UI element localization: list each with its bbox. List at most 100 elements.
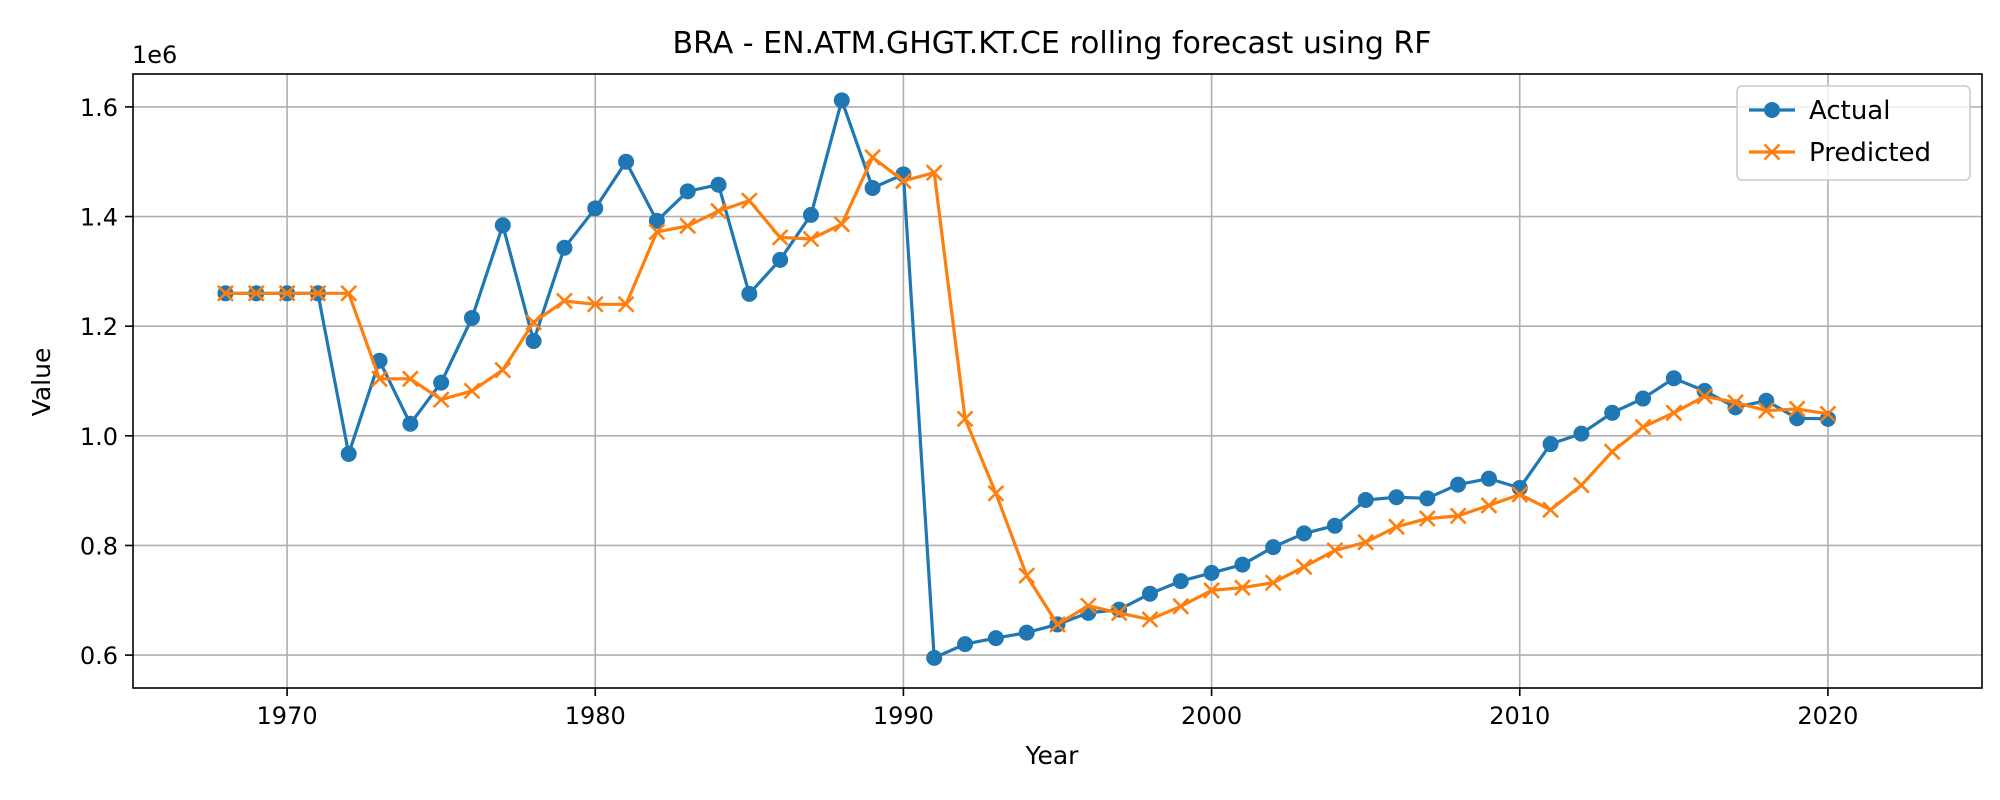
- legend-marker-actual: [1764, 102, 1780, 118]
- actual-point: [1203, 564, 1220, 581]
- predicted-point: [1480, 497, 1498, 514]
- actual-point: [618, 153, 635, 170]
- predicted-point: [278, 284, 296, 302]
- actual-point: [1635, 390, 1652, 407]
- actual-point: [1789, 410, 1806, 427]
- actual-point: [340, 445, 357, 462]
- actual-point: [1758, 392, 1775, 409]
- actual-point: [833, 92, 850, 109]
- x-tick-label: 2020: [1797, 702, 1858, 730]
- predicted-point: [1727, 393, 1744, 411]
- axis-ticks: 1970 1980 1990 2000 2010 2020 0.6 0.8 1.0 1.2 1.4 1…: [80, 94, 1859, 730]
- legend: Actual Predicted: [1736, 85, 1971, 181]
- actual-point: [525, 332, 542, 349]
- predicted-point: [1665, 404, 1683, 422]
- actual-point: [772, 251, 789, 268]
- predicted-point: [340, 284, 358, 302]
- y-tick-label: 0.6: [80, 642, 118, 670]
- predicted-point: [1264, 574, 1282, 592]
- actual-point: [1234, 556, 1251, 573]
- actual-point: [648, 212, 665, 229]
- predicted-point: [1357, 533, 1375, 551]
- predicted-point: [401, 370, 419, 388]
- predicted-point: [617, 295, 635, 313]
- predicted-point: [956, 410, 974, 428]
- predicted-point: [740, 192, 758, 210]
- actual-point: [1573, 425, 1590, 442]
- y-tick-label: 1.0: [80, 423, 118, 451]
- legend-box: [1736, 85, 1971, 181]
- predicted-point: [1449, 507, 1467, 525]
- actual-point: [1265, 539, 1282, 556]
- y-tick-label: 1.4: [80, 204, 118, 232]
- predicted-point: [1603, 443, 1621, 461]
- predicted-point: [1110, 604, 1128, 622]
- predicted-point: [432, 391, 450, 409]
- predicted-point: [371, 370, 388, 388]
- y-tick-label: 1.6: [80, 94, 118, 122]
- actual-point: [987, 630, 1004, 647]
- predicted-point: [1572, 476, 1590, 494]
- predicted-point: [1141, 611, 1159, 628]
- y-axis-offset-label: 1e6: [132, 41, 177, 69]
- actual-point: [1141, 585, 1158, 602]
- actual-point: [1696, 382, 1713, 399]
- actual-point: [926, 649, 943, 666]
- predicted-point: [247, 284, 265, 302]
- predicted-point: [1634, 418, 1652, 436]
- actual-point: [710, 176, 727, 193]
- actual-point: [1357, 491, 1374, 508]
- predicted-point: [802, 230, 820, 248]
- actual-point: [1172, 573, 1189, 590]
- predicted-point: [1819, 405, 1837, 423]
- predicted-point: [1511, 486, 1529, 503]
- x-tick-label: 2000: [1181, 702, 1242, 730]
- actual-point: [957, 636, 974, 653]
- actual-point: [402, 415, 419, 432]
- actual-point: [1296, 525, 1313, 542]
- actual-point: [679, 183, 696, 200]
- predicted-point: [833, 215, 851, 233]
- actual-point: [1604, 404, 1621, 421]
- actual-point: [1665, 370, 1682, 387]
- predicted-point: [1079, 597, 1097, 615]
- predicted-point: [1172, 597, 1190, 615]
- actual-point: [1480, 470, 1497, 487]
- predicted-point: [987, 484, 1005, 502]
- predicted-point: [1018, 567, 1036, 585]
- predicted-point: [710, 202, 727, 220]
- chart-title: BRA - EN.ATM.GHGT.KT.CE rolling forecast…: [672, 26, 1431, 61]
- legend-label-predicted: Predicted: [1809, 138, 1931, 168]
- y-tick-label: 1.2: [80, 313, 118, 341]
- y-axis-label: Value: [27, 348, 56, 417]
- series-predicted: [217, 148, 1837, 633]
- predicted-point: [648, 223, 666, 241]
- predicted-point: [925, 164, 943, 182]
- x-axis-label: Year: [1025, 741, 1080, 770]
- predicted-point: [1049, 615, 1066, 633]
- actual-point: [494, 217, 511, 234]
- y-tick-label: 0.8: [80, 532, 118, 560]
- actual-point: [864, 180, 881, 197]
- predicted-point: [556, 292, 573, 310]
- predicted-point: [1233, 579, 1251, 597]
- actual-point: [741, 285, 758, 302]
- predicted-point: [1542, 501, 1559, 519]
- actual-point: [1542, 436, 1559, 453]
- predicted-point: [1203, 581, 1220, 599]
- predicted-point: [494, 361, 512, 379]
- actual-point: [433, 374, 450, 391]
- predicted-point: [771, 228, 789, 246]
- predicted-point: [864, 148, 882, 166]
- predicted-point: [525, 313, 543, 331]
- predicted-point: [217, 284, 234, 302]
- predicted-point: [1788, 400, 1806, 418]
- x-tick-label: 2010: [1489, 702, 1550, 730]
- predicted-point: [1295, 558, 1313, 576]
- series-actual: [217, 92, 1836, 666]
- predicted-point: [586, 295, 604, 313]
- actual-point: [802, 206, 819, 223]
- predicted-point: [679, 217, 697, 235]
